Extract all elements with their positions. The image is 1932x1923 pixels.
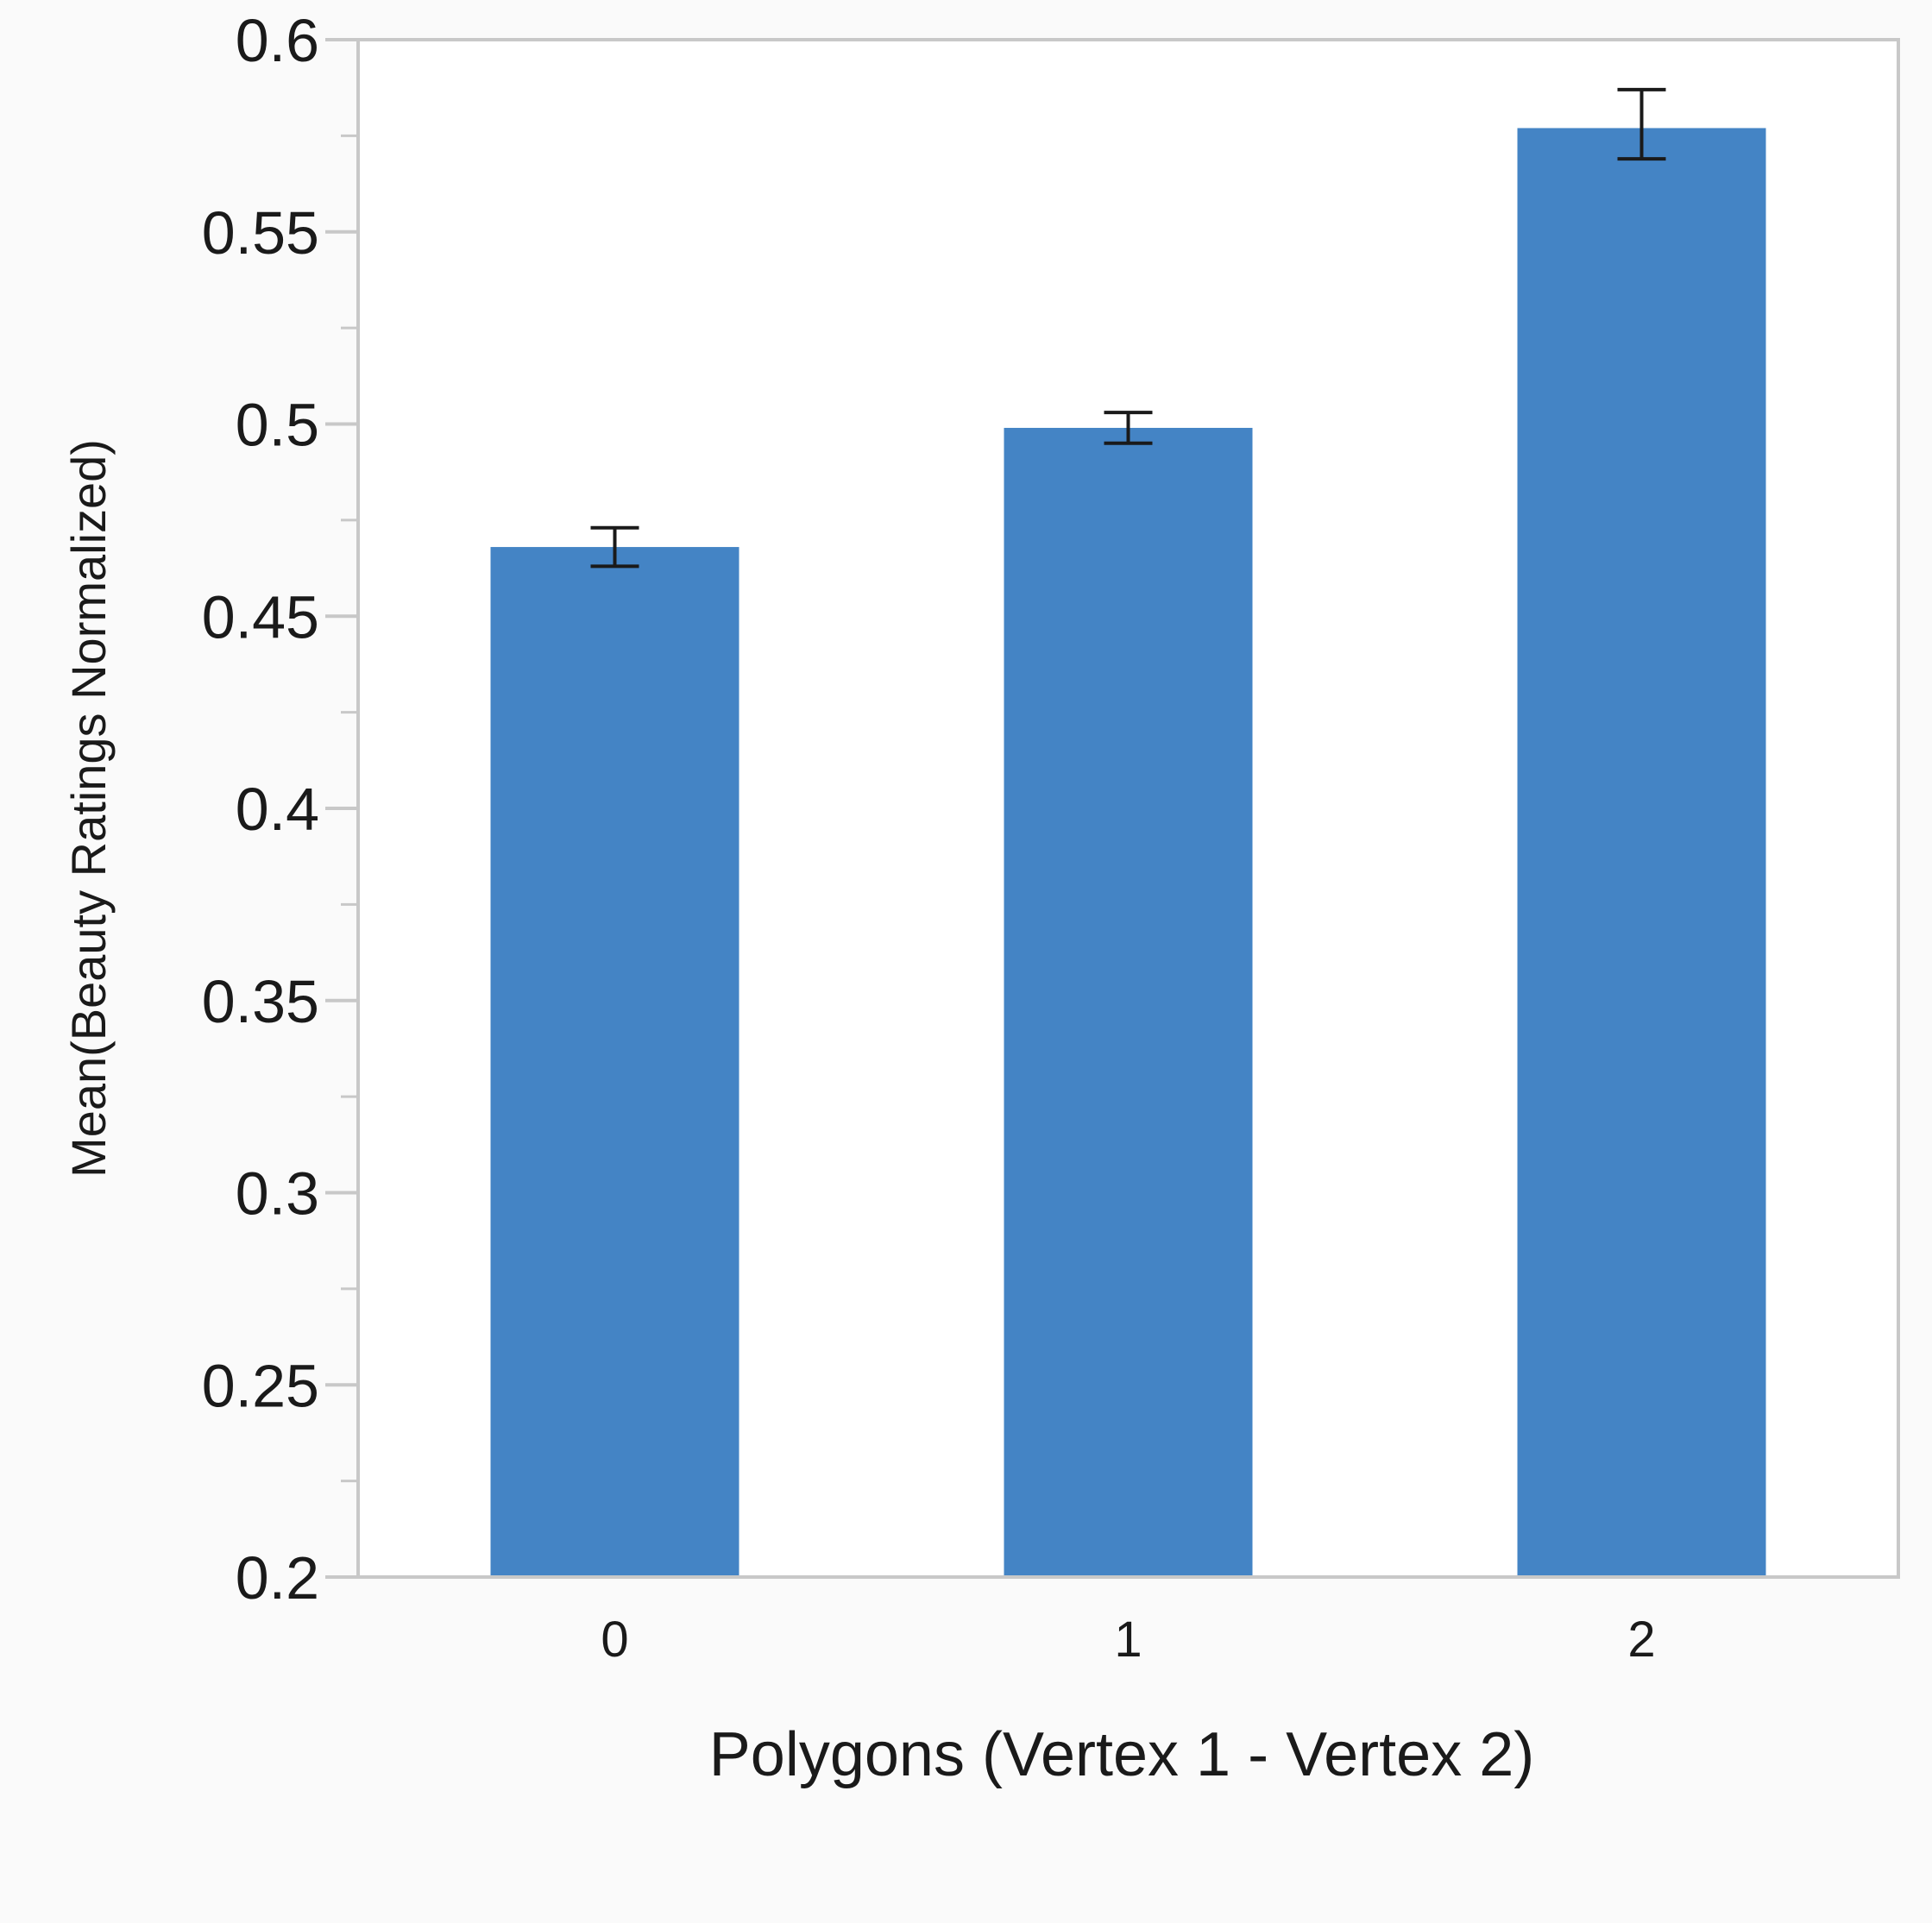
x-tick-label: 0 [601,1612,628,1668]
y-tick-label: 0.45 [202,583,319,650]
x-tick-labels: 0 1 2 [601,1612,1655,1668]
x-tick-label: 2 [1627,1612,1655,1668]
y-tick-label: 0.25 [202,1352,319,1419]
y-tick-label: 0.5 [236,392,319,459]
y-tick-label: 0.35 [202,968,319,1035]
y-tick-label: 0.55 [202,199,319,267]
error-bars [590,87,1666,569]
y-major-ticks [325,38,358,1579]
x-axis-title: Polygons (Vertex 1 - Vertex 2) [709,1720,1534,1789]
error-bar-0 [590,525,639,569]
y-tick-label: 0.3 [236,1160,319,1228]
y-tick-label: 0.2 [236,1544,319,1612]
error-bar-1 [1104,411,1153,445]
y-axis-title: Mean(Beauty Ratings Normalized) [61,439,116,1178]
bar-1 [1004,427,1253,1576]
bar-0 [490,547,739,1575]
x-tick-label: 1 [1114,1612,1142,1668]
bar-2 [1517,128,1766,1576]
y-minor-ticks [341,134,358,1483]
y-tick-labels: 0.2 0.25 0.3 0.35 0.4 0.45 0.5 0.55 0.6 [202,7,319,1612]
y-tick-label: 0.4 [236,776,319,843]
bars [490,128,1766,1576]
y-tick-label: 0.6 [236,7,319,74]
error-bar-2 [1617,87,1666,161]
